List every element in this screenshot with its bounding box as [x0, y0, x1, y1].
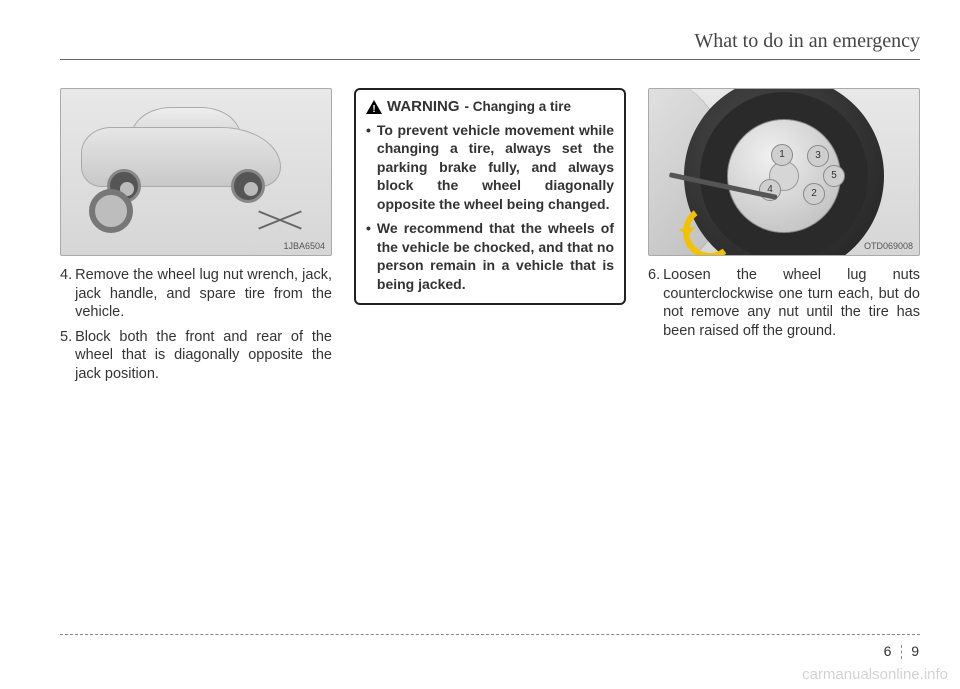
step-number: 6. — [648, 266, 663, 340]
step-4: 4. Remove the wheel lug nut wrench, jack… — [60, 266, 332, 322]
spare-tire-shape — [89, 189, 133, 233]
step-6: 6. Loosen the wheel lug nuts countercloc… — [648, 266, 920, 340]
step-text: Remove the wheel lug nut wrench, jack, j… — [75, 266, 332, 322]
figure-wheel-lug-nuts: 1 2 3 4 5 OTD069008 — [648, 88, 920, 256]
watermark-text: carmanualsonline.info — [802, 666, 948, 683]
warning-heading: WARNING — [387, 98, 460, 115]
step-text: Block both the front and rear of the whe… — [75, 328, 332, 384]
jack-shape — [251, 209, 309, 231]
page-number-section: 6 — [884, 643, 893, 659]
section-header: What to do in an emergency — [60, 30, 920, 60]
page-number: 6 9 — [884, 643, 920, 659]
warning-item: • We recommend that the wheels of the ve… — [366, 219, 614, 293]
figure-label: OTD069008 — [864, 241, 913, 251]
bullet-icon: • — [366, 219, 377, 293]
content-columns: 1JBA6504 4. Remove the wheel lug nut wre… — [60, 88, 920, 389]
step-number: 4. — [60, 266, 75, 322]
step-number: 5. — [60, 328, 75, 384]
bullet-icon: • — [366, 121, 377, 213]
warning-box: ! WARNING - Changing a tire • To prevent… — [354, 88, 626, 305]
warning-title-row: ! WARNING - Changing a tire — [366, 98, 614, 115]
warning-list: • To prevent vehicle movement while chan… — [366, 121, 614, 293]
lug-nut-3: 3 — [807, 145, 829, 167]
section-title: What to do in an emergency — [694, 30, 920, 52]
page-number-divider-icon — [901, 645, 902, 659]
warning-item: • To prevent vehicle movement while chan… — [366, 121, 614, 213]
column-3-text: 6. Loosen the wheel lug nuts countercloc… — [648, 266, 920, 340]
warning-triangle-icon: ! — [366, 100, 382, 114]
column-3: 1 2 3 4 5 OTD069008 6. Loosen the wheel … — [648, 88, 920, 389]
svg-text:!: ! — [372, 104, 375, 114]
page-number-page: 9 — [911, 643, 920, 659]
column-1: 1JBA6504 4. Remove the wheel lug nut wre… — [60, 88, 332, 389]
lug-nut-5: 5 — [823, 165, 845, 187]
figure-car-with-jack: 1JBA6504 — [60, 88, 332, 256]
figure-label: 1JBA6504 — [283, 241, 325, 251]
warning-item-text: We recommend that the wheels of the vehi… — [377, 219, 614, 293]
column-2: ! WARNING - Changing a tire • To prevent… — [354, 88, 626, 389]
warning-item-text: To prevent vehicle movement while changi… — [377, 121, 614, 213]
lug-nut-1: 1 — [771, 144, 793, 166]
column-1-text: 4. Remove the wheel lug nut wrench, jack… — [60, 266, 332, 383]
lug-nut-2: 2 — [803, 183, 825, 205]
warning-subheading: - Changing a tire — [465, 99, 572, 114]
step-5: 5. Block both the front and rear of the … — [60, 328, 332, 384]
step-text: Loosen the wheel lug nuts counterclockwi… — [663, 266, 920, 340]
car-rear-wheel — [231, 169, 265, 203]
footer-rule — [60, 634, 920, 635]
